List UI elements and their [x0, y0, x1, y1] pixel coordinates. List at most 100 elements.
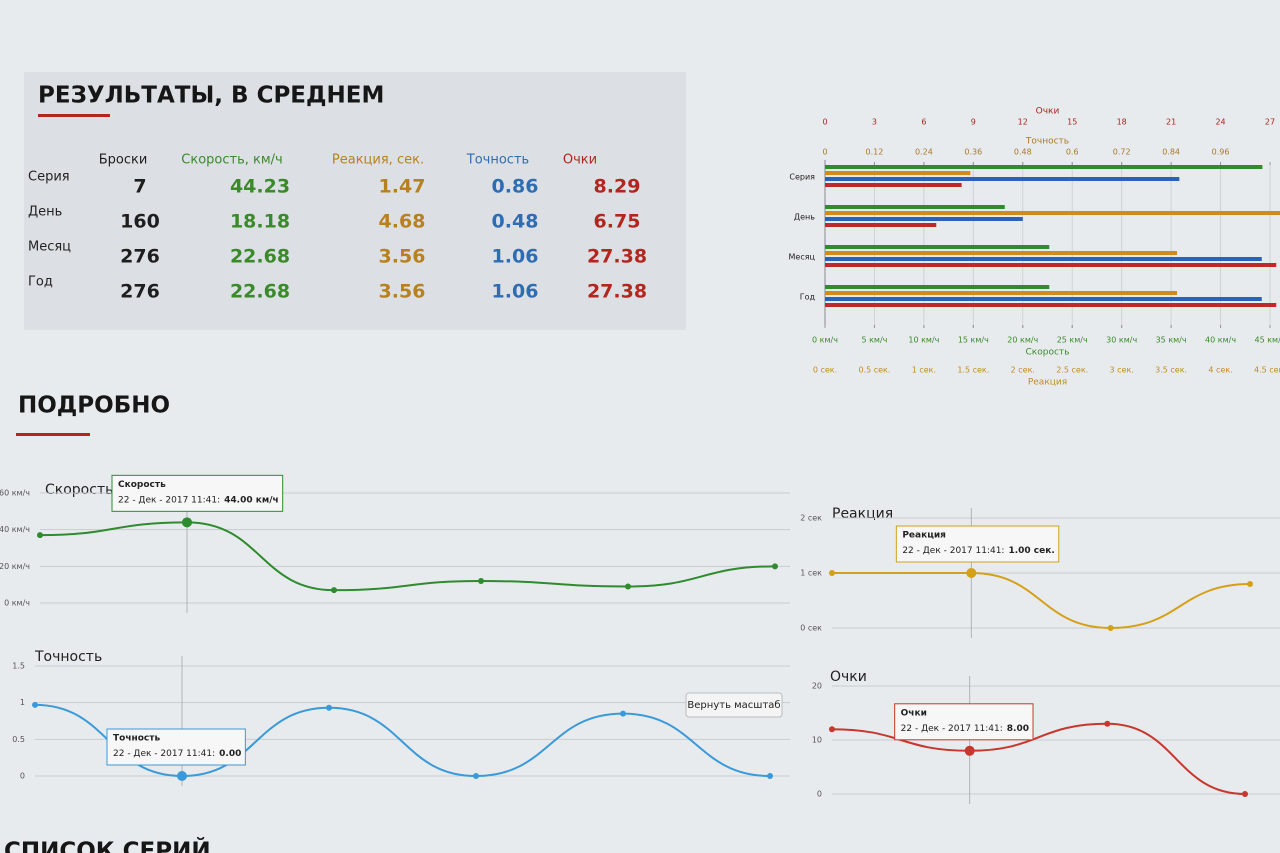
tooltip-box [106, 728, 246, 766]
point [473, 773, 479, 779]
x-tick-label: 40 км/ч [1205, 336, 1236, 345]
cell-value: 1.47 [379, 176, 426, 198]
summary-panel [24, 72, 686, 330]
chart-title: Точность [34, 649, 102, 665]
point [829, 570, 835, 576]
axis-title: Точность [1025, 137, 1069, 147]
bar [825, 291, 1178, 295]
tooltip-title: Скорость [118, 480, 166, 490]
x-tick-label: 25 км/ч [1057, 336, 1088, 345]
cell-value: 3.56 [379, 246, 426, 268]
tooltip: Очки 22 - Дек - 2017 11:41: 8.00 [894, 703, 1034, 741]
point [1247, 581, 1253, 587]
bar [825, 217, 1023, 221]
x-tick-label: 0 сек. [813, 366, 837, 375]
column-header: Реакция, сек. [332, 153, 424, 168]
y-tick-label: 1 сек [800, 569, 822, 578]
x-tick-label: 0.5 сек. [858, 366, 890, 375]
point [620, 710, 626, 717]
cell-value: 44.23 [230, 176, 290, 198]
bar [825, 251, 1178, 255]
x-tick-label: 5 км/ч [861, 336, 887, 345]
point [478, 578, 484, 584]
axis-title: Очки [1036, 107, 1060, 117]
cell-value: 22.68 [230, 281, 290, 303]
tooltip-text: 22 - Дек - 2017 11:41: 44.00 км/ч [118, 495, 279, 505]
point [32, 701, 38, 708]
tooltip-date: 22 - Дек - 2017 11:41: [118, 495, 220, 505]
x-tick-label: 10 км/ч [908, 336, 939, 345]
bar [825, 297, 1262, 301]
y-tick-label: 20 км/ч [0, 562, 30, 571]
point [964, 745, 975, 756]
tooltip-box [894, 703, 1034, 741]
x-tick-label: 9 [971, 118, 976, 127]
tooltip-date: 22 - Дек - 2017 11:41: [113, 749, 215, 759]
column-header: Очки [563, 153, 597, 168]
title-underline [16, 433, 90, 436]
x-tick-label: 30 км/ч [1106, 336, 1137, 345]
cell-value: 4.68 [379, 211, 426, 233]
cell-value: 6.75 [594, 211, 641, 233]
x-tick-label: 15 км/ч [958, 336, 989, 345]
tooltip-value: 8.00 [1007, 723, 1029, 733]
tooltip: Скорость 22 - Дек - 2017 11:41: 44.00 км/ч [111, 474, 284, 512]
cell-value: 0.48 [492, 211, 539, 233]
axis-title: Реакция [1028, 378, 1067, 388]
tooltip-title: Очки [901, 708, 927, 718]
x-tick-label: 0.48 [1014, 148, 1032, 157]
y-tick-label: 0 [817, 790, 822, 799]
x-tick-label: 0.24 [915, 148, 933, 157]
button-box[interactable] [685, 692, 783, 718]
point [177, 771, 187, 781]
bar [825, 263, 1277, 267]
y-tick-label: 0 сек [800, 624, 822, 633]
bar [825, 223, 937, 227]
point [331, 587, 337, 594]
row-label: Месяц [28, 240, 71, 255]
x-tick-label: 6 [921, 118, 926, 127]
x-tick-label: 21 [1166, 118, 1176, 127]
tooltip-value: 44.00 км/ч [224, 495, 279, 505]
x-tick-label: 0.12 [866, 148, 884, 157]
point [829, 726, 835, 733]
column-header: Броски [99, 153, 148, 168]
button-label[interactable]: Вернуть масштаб [687, 700, 780, 711]
tooltip: Точность 22 - Дек - 2017 11:41: 0.00 [106, 728, 246, 766]
cell-value: 1.06 [492, 246, 539, 268]
y-tick-label: 1 [20, 698, 25, 707]
bar [825, 165, 1263, 169]
cell-value: 160 [120, 211, 160, 233]
point [625, 583, 631, 590]
line [831, 571, 1251, 630]
x-tick-label: 0 [822, 148, 827, 157]
y-tick-label: 60 км/ч [0, 489, 30, 498]
chart-title: Очки [830, 669, 867, 685]
x-tick-label: 0.84 [1162, 148, 1180, 157]
x-tick-label: 0 [822, 118, 827, 127]
column-header: Точность [466, 153, 529, 168]
x-tick-label: 2 сек. [1011, 366, 1035, 375]
y-tick-label: 20 [812, 682, 822, 691]
tooltip-text: 22 - Дек - 2017 11:41: 8.00 [901, 723, 1029, 733]
title-underline [38, 114, 110, 117]
chart-title: Скорость [45, 482, 113, 498]
bar [825, 183, 962, 187]
y-tick-label: 40 км/ч [0, 525, 30, 534]
y-tick-label: 0.5 [12, 735, 25, 744]
y-tick-label: 0 [20, 772, 25, 781]
row-label: День [28, 205, 62, 220]
y-tick-label: 10 [812, 736, 822, 745]
cell-value: 7 [133, 176, 146, 198]
tooltip-value: 0.00 [219, 749, 241, 759]
reset-button[interactable]: Вернуть масштаб [685, 692, 783, 718]
point [772, 563, 778, 570]
y-tick-label: 1.5 [12, 662, 25, 671]
x-tick-label: 1 сек. [912, 366, 936, 375]
x-tick-label: 20 км/ч [1007, 336, 1038, 345]
bar [825, 205, 1005, 209]
tooltip-title: Точность [113, 734, 160, 744]
x-tick-label: 24 [1215, 118, 1225, 127]
